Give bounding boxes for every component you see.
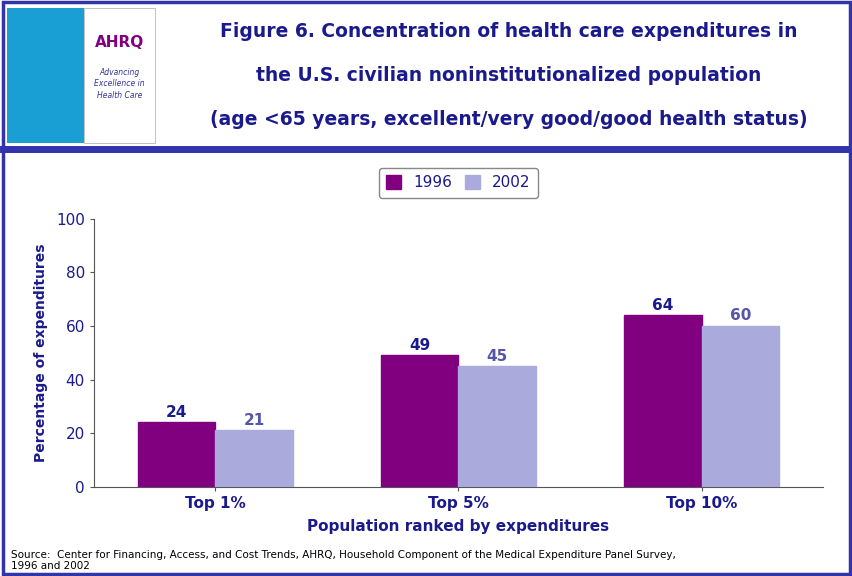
Bar bbox=[380, 355, 458, 487]
Text: the U.S. civilian noninstitutionalized population: the U.S. civilian noninstitutionalized p… bbox=[256, 66, 761, 85]
Text: 24: 24 bbox=[165, 405, 187, 420]
Text: AHRQ: AHRQ bbox=[95, 35, 144, 50]
Text: 21: 21 bbox=[244, 413, 265, 428]
FancyBboxPatch shape bbox=[83, 7, 155, 143]
FancyBboxPatch shape bbox=[7, 7, 83, 143]
Text: Figure 6. Concentration of health care expenditures in: Figure 6. Concentration of health care e… bbox=[220, 22, 797, 40]
Text: 45: 45 bbox=[486, 348, 508, 363]
Bar bbox=[700, 326, 779, 487]
Y-axis label: Percentage of expenditures: Percentage of expenditures bbox=[33, 244, 48, 462]
Bar bbox=[623, 315, 700, 487]
Text: 60: 60 bbox=[729, 308, 751, 323]
Bar bbox=[458, 366, 536, 487]
Legend: 1996, 2002: 1996, 2002 bbox=[378, 168, 538, 198]
X-axis label: Population ranked by expenditures: Population ranked by expenditures bbox=[307, 519, 609, 534]
Bar bbox=[215, 430, 293, 487]
Bar bbox=[137, 422, 215, 487]
Text: 64: 64 bbox=[651, 298, 672, 313]
Text: (age <65 years, excellent/very good/good health status): (age <65 years, excellent/very good/good… bbox=[210, 110, 807, 128]
Text: 49: 49 bbox=[408, 338, 429, 353]
Text: Source:  Center for Financing, Access, and Cost Trends, AHRQ, Household Componen: Source: Center for Financing, Access, an… bbox=[11, 550, 675, 571]
Text: Advancing
Excellence in
Health Care: Advancing Excellence in Health Care bbox=[94, 68, 145, 100]
